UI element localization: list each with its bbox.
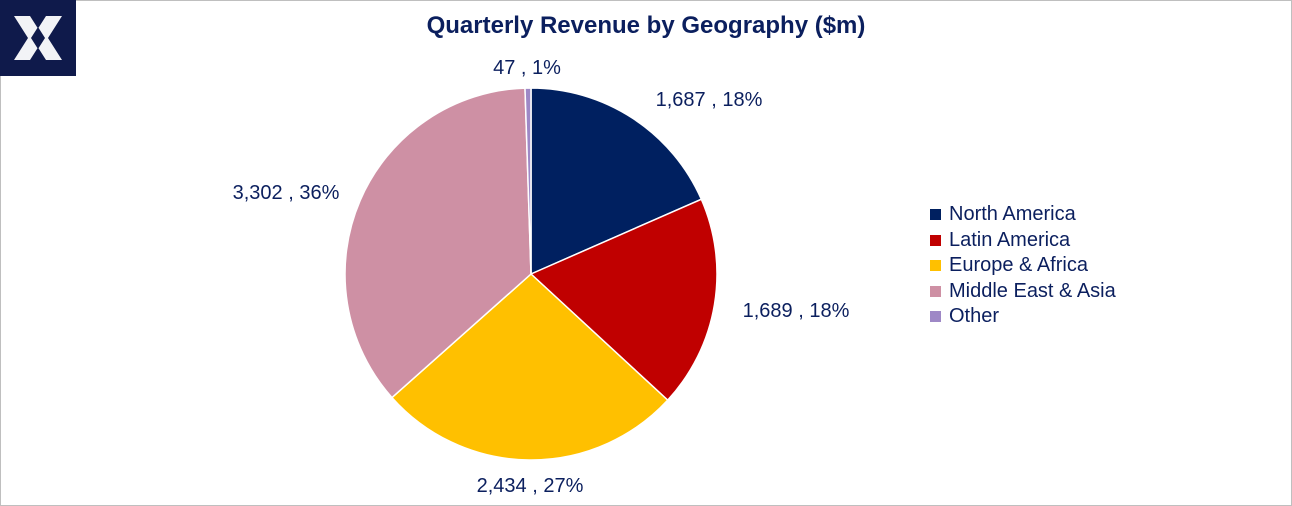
pie-slice-north-america — [530, 87, 703, 276]
data-label-other: 47 , 1% — [493, 57, 561, 79]
legend-label: North America — [949, 203, 1076, 226]
pie-slice-other — [524, 87, 532, 275]
legend-swatch — [930, 285, 941, 297]
legend-item-north-america: North America — [930, 202, 1116, 228]
legend-label: Latin America — [949, 228, 1071, 251]
legend-item-middle-east-asia: Middle East & Asia — [930, 279, 1116, 305]
pie-slice-latin-america — [529, 198, 718, 402]
legend-swatch — [930, 209, 941, 221]
data-labels: 1,687 , 18% 1,689 , 18% 2,434 , 27% 3,302 ,… — [233, 57, 850, 497]
legend-item-europe-africa: Europe & Africa — [930, 253, 1116, 279]
brand-logo — [0, 0, 76, 76]
pie-slice-europe-africa — [390, 272, 669, 461]
logo-mark-icon — [14, 16, 62, 60]
legend-label: Middle East & Asia — [949, 279, 1116, 302]
legend-label: Other — [949, 305, 1000, 328]
pie-slice-middle-east-asia — [344, 87, 532, 399]
legend-item-latin-america: Latin America — [930, 228, 1116, 254]
legend-swatch — [930, 234, 941, 246]
chart-title: Quarterly Revenue by Geography ($m) — [426, 12, 866, 39]
chart-legend: North America Latin America Europe & Afric… — [930, 202, 1116, 330]
data-label-latin-america: 1,689 , 18% — [743, 300, 850, 322]
legend-swatch — [930, 311, 941, 323]
legend-swatch — [930, 260, 941, 272]
data-label-middle-east-asia: 3,302 , 36% — [233, 182, 340, 204]
data-label-north-america: 1,687 , 18% — [656, 89, 763, 111]
legend-label: Europe & Africa — [949, 254, 1088, 277]
pie-slices — [344, 87, 718, 461]
legend-item-other: Other — [930, 304, 1116, 330]
data-label-europe-africa: 2,434 , 27% — [477, 475, 584, 497]
